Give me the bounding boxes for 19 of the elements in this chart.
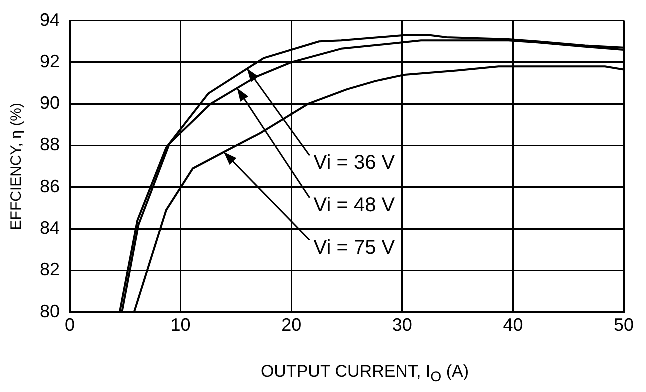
x-tick-label: 20 — [282, 315, 302, 336]
annotation: Vi = 75 V — [314, 236, 396, 259]
y-tick-label: 92 — [40, 51, 60, 72]
x-axis-title: OUTPUT CURRENT, I$_{O}$ (A) — [260, 362, 470, 386]
x-tick-label: 40 — [503, 315, 524, 336]
y-tick-label: 82 — [40, 260, 60, 280]
y-tick-label: 90 — [40, 93, 60, 114]
y-tick-label: 94 — [40, 10, 60, 30]
y-axis-title: EFFCIENCY, η (%) — [8, 102, 26, 230]
y-tick-label: 86 — [40, 176, 60, 196]
x-tick-label: 0 — [65, 315, 76, 336]
annotation: Vi = 48 V — [314, 194, 396, 216]
x-tick-label: 30 — [392, 315, 412, 336]
y-tick-label: 80 — [40, 301, 60, 322]
y-tick-label: 88 — [40, 134, 60, 155]
x-tick-label: 10 — [170, 315, 191, 336]
annotation: Vi = 36 V — [314, 152, 396, 174]
y-tick-label: 84 — [40, 218, 60, 238]
x-tick-label: 50 — [614, 315, 634, 336]
